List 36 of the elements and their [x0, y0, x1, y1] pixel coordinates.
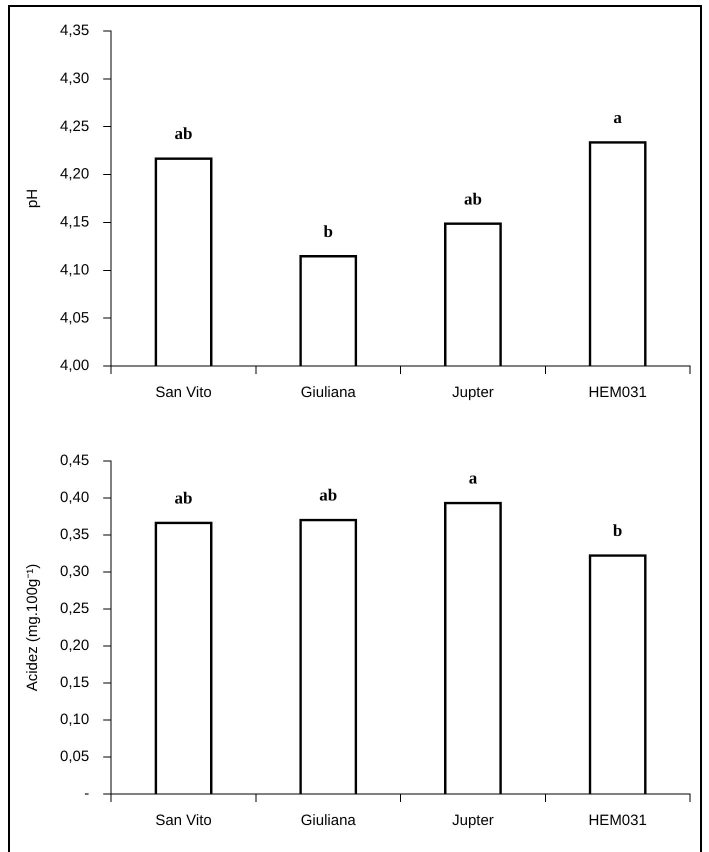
y-tick-label: 4,00 [60, 357, 90, 374]
y-tick-label: 4,05 [60, 309, 90, 326]
x-tick-label: San Vito [155, 812, 212, 830]
y-tick-label: 0,10 [60, 711, 90, 728]
x-tick-label: Jupter [452, 384, 494, 402]
y-tick-label: - [84, 785, 90, 802]
y-tick-label: 0,35 [60, 526, 90, 544]
x-tick-label: Jupter [452, 812, 494, 830]
y-tick-label: 4,10 [60, 261, 90, 278]
x-tick-label: HEM031 [588, 384, 647, 402]
y-tick-label: 4,35 [60, 22, 90, 40]
x-tick-label: Giuliana [300, 812, 356, 830]
y-tick-label: 0,20 [60, 637, 90, 654]
y-axis-title: pH [24, 188, 42, 208]
y-tick-label: 0,30 [60, 563, 90, 580]
annotation: b [612, 521, 622, 540]
y-tick-label: 4,30 [60, 70, 90, 87]
annotation: ab [174, 488, 193, 508]
y-tick-label: 0,45 [60, 452, 90, 470]
annotation: ab [464, 189, 482, 208]
y-tick-label: 0,25 [60, 600, 90, 618]
annotation: a [468, 468, 478, 488]
annotation: ab [319, 486, 338, 505]
annotation: ab [174, 124, 193, 144]
y-tick-label: 0,15 [60, 674, 90, 692]
y-tick-label: 4,15 [60, 214, 90, 231]
x-tick-label: HEM031 [588, 812, 647, 830]
x-tick-label: Giuliana [300, 384, 356, 402]
x-tick-label: San Vito [155, 384, 212, 402]
y-tick-label: 4,25 [60, 118, 90, 135]
annotation: a [613, 108, 622, 127]
y-axis-title: Acidez (mg.100g⁻¹) [24, 564, 42, 692]
y-tick-label: 0,05 [60, 748, 90, 766]
y-tick-label: 4,20 [60, 166, 90, 183]
y-tick-label: 0,40 [60, 489, 90, 506]
annotation: b [324, 222, 333, 241]
